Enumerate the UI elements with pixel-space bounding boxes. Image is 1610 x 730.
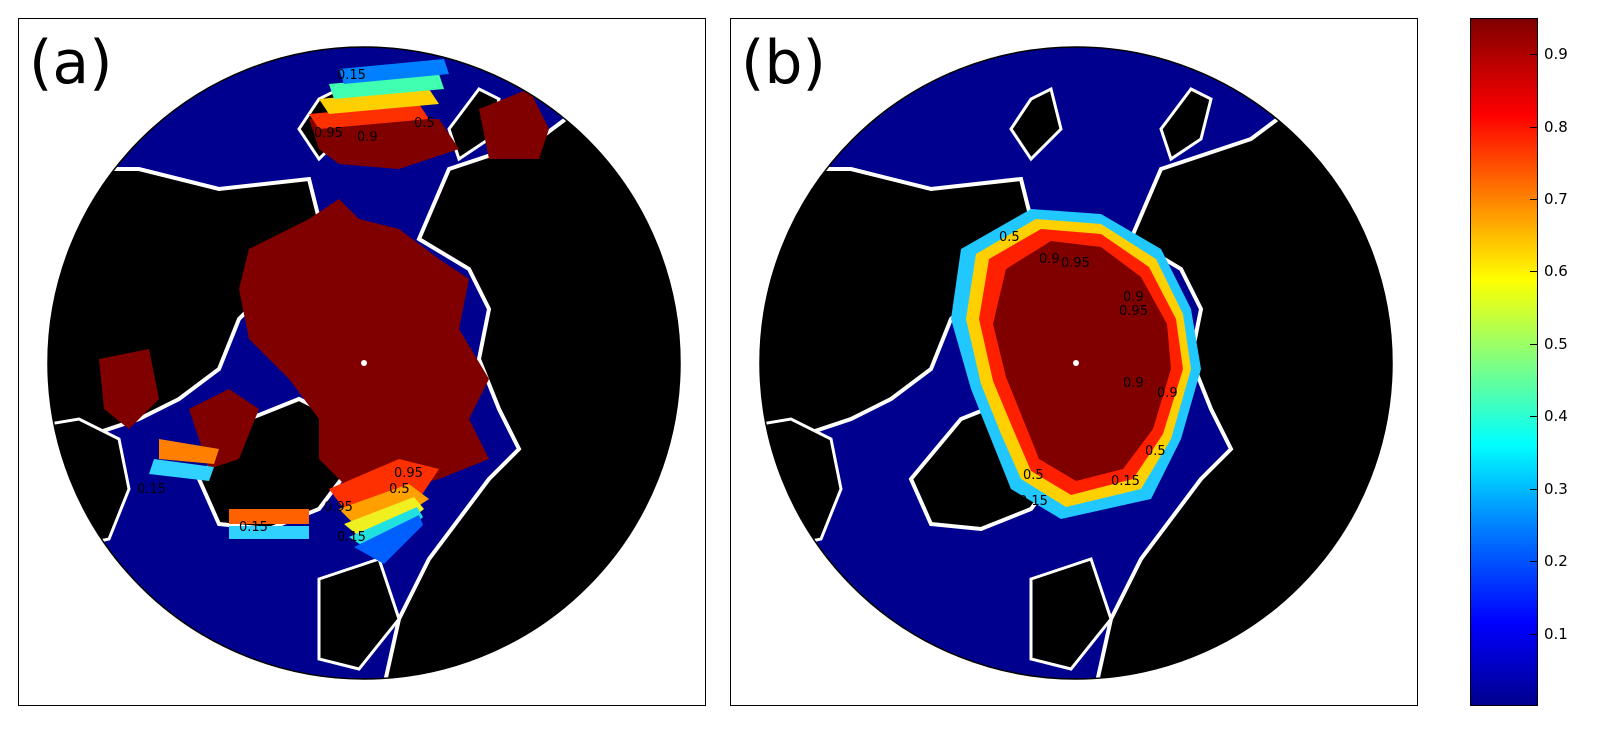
sea-ice-kara-a bbox=[309, 119, 459, 169]
contour-label-b-10: 0.15 bbox=[1111, 474, 1140, 489]
contour-label-b-3: 0.9 bbox=[1123, 290, 1144, 305]
colorbar-tick-mark bbox=[1530, 488, 1538, 490]
contour-label-b-8: 0.15 bbox=[1019, 494, 1048, 509]
contour-label-a-7: 0.5 bbox=[389, 482, 410, 497]
polar-map-a: 0.15 0.5 0.95 0.9 0.15 0.15 0.95 0.5 0.9… bbox=[47, 46, 681, 680]
map-boundary-b bbox=[759, 46, 1393, 680]
polar-map-b: 0.5 0.9 0.95 0.9 0.95 0.9 0.9 0.5 0.15 0… bbox=[759, 46, 1393, 680]
contour-label-a-0: 0.15 bbox=[337, 68, 366, 83]
north-pole-marker-a bbox=[361, 360, 367, 366]
mie-eastgreen-1-a bbox=[229, 509, 309, 524]
map-boundary-a bbox=[47, 46, 681, 680]
colorbar-tick-mark bbox=[1530, 416, 1538, 418]
colorbar-tick-label: 0.5 bbox=[1544, 334, 1568, 353]
colorbar-tick-mark bbox=[1530, 54, 1538, 56]
mie-baffin-2-a bbox=[149, 459, 214, 481]
contour-label-b-2: 0.95 bbox=[1061, 256, 1090, 271]
contour-label-b-4: 0.95 bbox=[1119, 304, 1148, 319]
north-pole-marker-b bbox=[1073, 360, 1079, 366]
mie-kara-4-a bbox=[339, 59, 449, 84]
contour-label-a-2: 0.95 bbox=[314, 126, 343, 141]
contour-label-a-8: 0.95 bbox=[324, 500, 353, 515]
colorbar-tick-mark bbox=[1530, 126, 1538, 128]
sea-ice-a bbox=[239, 199, 489, 499]
contour-label-b-1: 0.9 bbox=[1039, 252, 1060, 267]
land-svalbard-b bbox=[1009, 86, 1063, 162]
colorbar-tick-label: 0.2 bbox=[1544, 552, 1568, 571]
colorbar-tick-label: 0.8 bbox=[1544, 117, 1568, 136]
colorbar-tick-label: 0.7 bbox=[1544, 190, 1568, 209]
colorbar-tick-label: 0.1 bbox=[1544, 624, 1568, 643]
panel-label-a: (a) bbox=[29, 28, 113, 98]
map-panel-a: 0.15 0.5 0.95 0.9 0.15 0.15 0.95 0.5 0.9… bbox=[18, 18, 706, 706]
colorbar: 0.9 0.8 0.7 0.6 0.5 0.4 0.3 0.2 0.1 bbox=[1470, 18, 1568, 708]
contour-label-b-0: 0.5 bbox=[999, 230, 1020, 245]
contour-label-b-6: 0.9 bbox=[1157, 386, 1178, 401]
colorbar-tick-mark bbox=[1530, 271, 1538, 273]
sea-ice-b bbox=[993, 241, 1171, 481]
mie-kara-1-a bbox=[309, 104, 429, 129]
contour-label-a-3: 0.9 bbox=[357, 130, 378, 145]
land-scandinavia-a bbox=[317, 557, 401, 671]
land-fjl-b bbox=[1159, 87, 1213, 162]
mie-baffin-1-a bbox=[159, 439, 219, 464]
colorbar-tick-label: 0.4 bbox=[1544, 407, 1568, 426]
land-scandinavia-b bbox=[1029, 557, 1113, 671]
contour-label-b-9: 0.5 bbox=[1145, 444, 1166, 459]
sea-ice-hudson-a bbox=[99, 349, 159, 429]
sea-ice-laptev-a bbox=[479, 89, 549, 159]
contour-label-a-4: 0.15 bbox=[137, 482, 166, 497]
mie-band-5-a bbox=[354, 515, 423, 564]
colorbar-tick-label: 0.9 bbox=[1544, 45, 1568, 64]
colorbar-gradient bbox=[1470, 18, 1538, 706]
colorbar-tick-mark bbox=[1530, 343, 1538, 345]
contour-label-b-5: 0.9 bbox=[1123, 376, 1144, 391]
mie-kara-2-a bbox=[319, 89, 439, 114]
contour-label-a-1: 0.5 bbox=[414, 116, 435, 131]
contour-label-a-6: 0.95 bbox=[394, 466, 423, 481]
mie-kara-3-a bbox=[329, 74, 444, 99]
colorbar-tick-label: 0.3 bbox=[1544, 479, 1568, 498]
colorbar-tick-mark bbox=[1530, 199, 1538, 201]
map-panel-b: 0.5 0.9 0.95 0.9 0.95 0.9 0.9 0.5 0.15 0… bbox=[730, 18, 1418, 706]
contour-label-a-9: 0.15 bbox=[337, 530, 366, 545]
mie-eastgreen-2-a bbox=[229, 526, 309, 539]
panel-label-b: (b) bbox=[741, 28, 826, 98]
colorbar-tick-mark bbox=[1530, 561, 1538, 563]
colorbar-tick-label: 0.6 bbox=[1544, 262, 1568, 281]
contour-label-b-7: 0.5 bbox=[1023, 468, 1044, 483]
colorbar-tick-mark bbox=[1530, 633, 1538, 635]
contour-label-a-5: 0.15 bbox=[239, 520, 268, 535]
